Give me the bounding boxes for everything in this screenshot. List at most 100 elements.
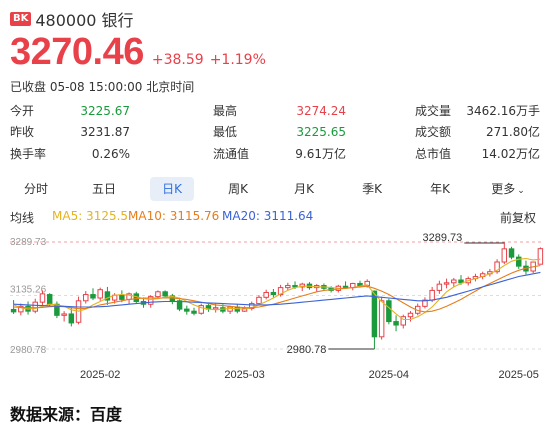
candle-body <box>18 305 24 313</box>
stat-volume-label: 成交量 <box>415 104 452 118</box>
stat-turnover-label: 成交额 <box>415 125 452 139</box>
candle-body <box>10 308 17 313</box>
stat-float-cap-value: 9.61万亿 <box>295 147 346 161</box>
candle-body <box>342 285 349 289</box>
low-annotation-label: 2980.78 <box>287 344 327 356</box>
forward-adjusted-toggle[interactable]: 前复权 <box>500 211 537 225</box>
tab-weekly-k[interactable]: 周K <box>228 182 248 196</box>
stat-low-label: 最低 <box>213 125 238 139</box>
x-axis-tick-label: 2025-03 <box>224 369 264 381</box>
candle-body <box>422 299 428 307</box>
candle-body <box>32 301 38 312</box>
candle-body <box>212 307 219 310</box>
ma-line-ma10 <box>13 264 541 313</box>
candle-body <box>133 293 140 302</box>
x-axis-tick-label: 2025-02 <box>80 369 120 381</box>
candle-body <box>277 287 284 296</box>
x-axis-tick-label: 2025-04 <box>369 369 409 381</box>
y-axis-label: 3135.26 <box>10 284 47 295</box>
candle-body <box>97 289 103 299</box>
stat-turnover-rate-label: 换手率 <box>10 147 47 161</box>
candle-body <box>458 279 464 284</box>
stat-market-cap-value: 14.02万亿 <box>481 147 540 161</box>
ma-line-ma20 <box>13 271 541 308</box>
candle-body <box>176 300 183 310</box>
stat-float-cap-label: 流通值 <box>213 147 250 161</box>
candle-body <box>46 294 53 305</box>
tab-yearly-k[interactable]: 年K <box>430 182 450 196</box>
candle-body <box>436 283 443 291</box>
candle-body <box>68 313 75 324</box>
candle-body <box>516 256 522 267</box>
ma-line-ma5 <box>13 257 541 321</box>
period-tabs: 分时 五日 日K 周K 月K 季K 年K 更多 ⌄ <box>10 177 540 203</box>
bk-badge: BK <box>10 12 32 26</box>
candle-body <box>299 283 305 288</box>
candle-body <box>400 316 407 326</box>
y-axis-label: 3289.73 <box>10 237 47 248</box>
candle-body <box>61 313 67 316</box>
candle-body <box>241 307 248 312</box>
data-source: 数据来源：百度 <box>10 405 123 424</box>
candle-body <box>501 248 508 263</box>
candle-body <box>407 312 414 318</box>
candle-body <box>386 300 392 323</box>
candle-body <box>537 248 544 265</box>
stat-turnover-rate-value: 0.26% <box>91 147 130 161</box>
candle-body <box>494 261 500 273</box>
candle-body <box>393 321 399 326</box>
x-axis-tick-label: 2025-05 <box>499 369 539 381</box>
candle-body <box>39 293 46 303</box>
stat-turnover-value: 271.80亿 <box>486 125 540 139</box>
stat-prev-close-value: 3231.87 <box>80 125 130 139</box>
ma20-value: MA20: 3111.64 <box>222 209 314 223</box>
candle-body <box>184 308 190 312</box>
tab-intraday[interactable]: 分时 <box>23 182 48 196</box>
tab-daily-k[interactable]: 日K <box>150 177 194 201</box>
chevron-down-icon: ⌄ <box>517 186 525 196</box>
price-row: 3270.46 +38.59 +1.19% <box>10 32 266 72</box>
stat-low-value: 3225.65 <box>296 125 346 139</box>
ma10-value: MA10: 3115.76 <box>128 209 220 223</box>
current-price: 3270.46 <box>10 31 144 73</box>
candlestick-chart[interactable]: 3289.73 3135.26 2980.78 2025-02 2025-03 2025-… <box>0 230 554 390</box>
stock-header: BK 480000 银行 <box>10 9 134 30</box>
stat-high-value: 3274.24 <box>296 104 346 118</box>
candle-body <box>429 289 435 301</box>
stat-high-label: 最高 <box>213 104 238 118</box>
candle-body <box>90 294 96 299</box>
candle-body <box>451 279 457 284</box>
candle-body <box>263 291 269 298</box>
candle-body <box>191 310 197 314</box>
ma-title: 均线 <box>10 211 35 225</box>
tab-five-day[interactable]: 五日 <box>91 182 116 196</box>
candle-body <box>249 303 255 309</box>
tab-quarterly-k[interactable]: 季K <box>362 182 382 196</box>
stock-title: 480000 银行 <box>35 11 134 30</box>
candle-body <box>285 285 291 289</box>
stat-volume-value: 3462.16万手 <box>466 104 540 118</box>
stat-open-value: 3225.67 <box>80 104 130 118</box>
y-axis-label: 2980.78 <box>10 345 47 356</box>
candle-body <box>371 290 378 338</box>
candle-body <box>357 282 363 287</box>
price-change-percent: +1.19% <box>209 52 266 68</box>
ma5-value: MA5: 3125.5 <box>52 209 129 223</box>
tab-more-label: 更多 <box>491 182 516 196</box>
candle-body <box>292 285 298 288</box>
candle-body <box>508 248 515 258</box>
candle-body <box>378 300 385 338</box>
candle-body <box>256 296 262 305</box>
candle-body <box>443 282 450 285</box>
price-change: +38.59 <box>151 52 204 68</box>
candle-body <box>104 291 111 301</box>
stat-market-cap-label: 总市值 <box>415 147 452 161</box>
tab-monthly-k[interactable]: 月K <box>294 182 314 196</box>
candle-body <box>83 294 89 302</box>
candle-body <box>198 305 204 314</box>
high-annotation-label: 3289.73 <box>423 232 463 244</box>
stat-prev-close-label: 昨收 <box>10 125 35 139</box>
tab-more[interactable]: 更多 ⌄ <box>480 177 536 201</box>
moving-average-legend: 均线 MA5: 3125.5 MA10: 3115.76 MA20: 3111.… <box>10 209 540 225</box>
stat-open-label: 今开 <box>10 104 35 118</box>
